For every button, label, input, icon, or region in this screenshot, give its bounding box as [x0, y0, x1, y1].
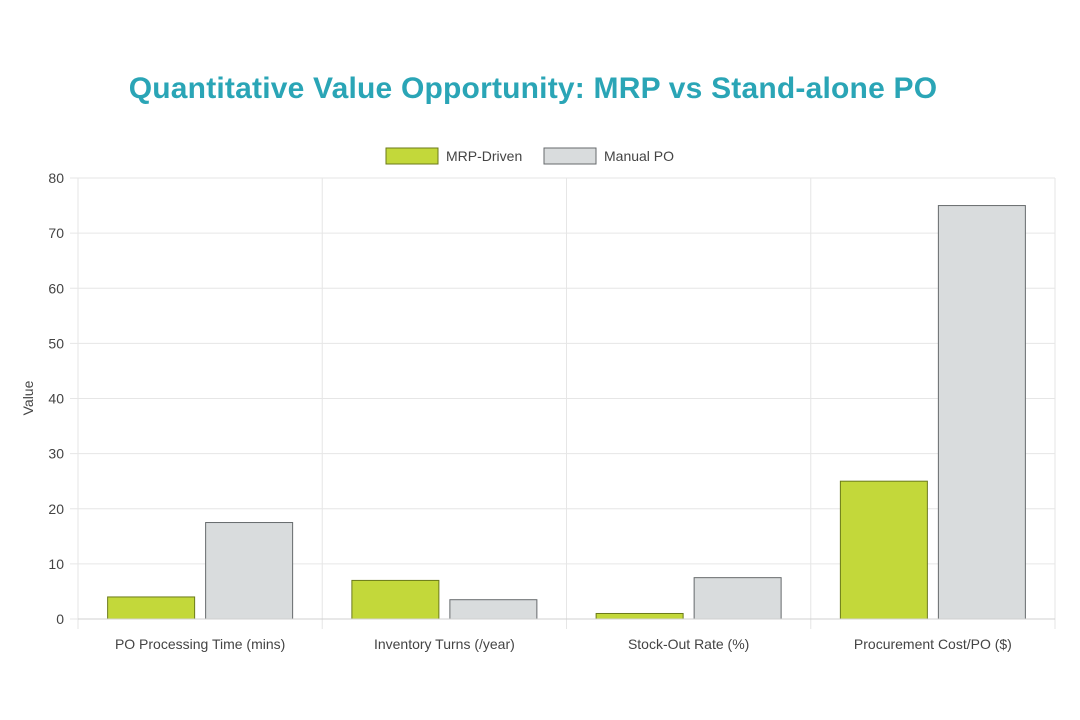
bar-mrp-driven[interactable] [351, 579, 440, 620]
bar-manual-po[interactable] [449, 599, 538, 620]
y-tick-label: 80 [48, 170, 64, 186]
legend-label[interactable]: Manual PO [604, 148, 674, 164]
x-tick-label: Stock-Out Rate (%) [628, 636, 749, 652]
y-axis-label: Value [20, 380, 36, 415]
y-tick-label: 0 [56, 611, 64, 627]
y-tick-label: 10 [48, 556, 64, 572]
axes: 0 10 20 30 40 50 60 70 80 PO Processing Time (min… [48, 170, 1055, 652]
x-tick-label: PO Processing Time (mins) [115, 636, 285, 652]
y-tick-label: 30 [48, 446, 64, 462]
y-tick-label: 60 [48, 280, 64, 296]
y-tick-label: 40 [48, 391, 64, 407]
legend-label[interactable]: MRP-Driven [446, 148, 522, 164]
bar-mrp-driven[interactable] [107, 596, 196, 620]
y-tick-label: 20 [48, 501, 64, 517]
bar-mrp-driven[interactable] [595, 612, 684, 620]
bar-manual-po[interactable] [205, 522, 294, 620]
chart-title: Quantitative Value Opportunity: MRP vs S… [128, 72, 938, 105]
bar-manual-po[interactable] [693, 577, 782, 620]
legend-swatch[interactable] [543, 147, 597, 165]
legend-swatch[interactable] [385, 147, 439, 165]
x-tick-label: Procurement Cost/PO ($) [854, 636, 1012, 652]
legend[interactable]: MRP-Driven Manual PO [385, 147, 674, 165]
x-tick-label: Inventory Turns (/year) [374, 636, 515, 652]
bars [107, 205, 1026, 620]
y-tick-label: 70 [48, 225, 64, 241]
grid-lines [70, 177, 1056, 629]
bar-mrp-driven[interactable] [839, 480, 928, 620]
y-tick-label: 50 [48, 335, 64, 351]
bar-manual-po[interactable] [937, 205, 1026, 620]
